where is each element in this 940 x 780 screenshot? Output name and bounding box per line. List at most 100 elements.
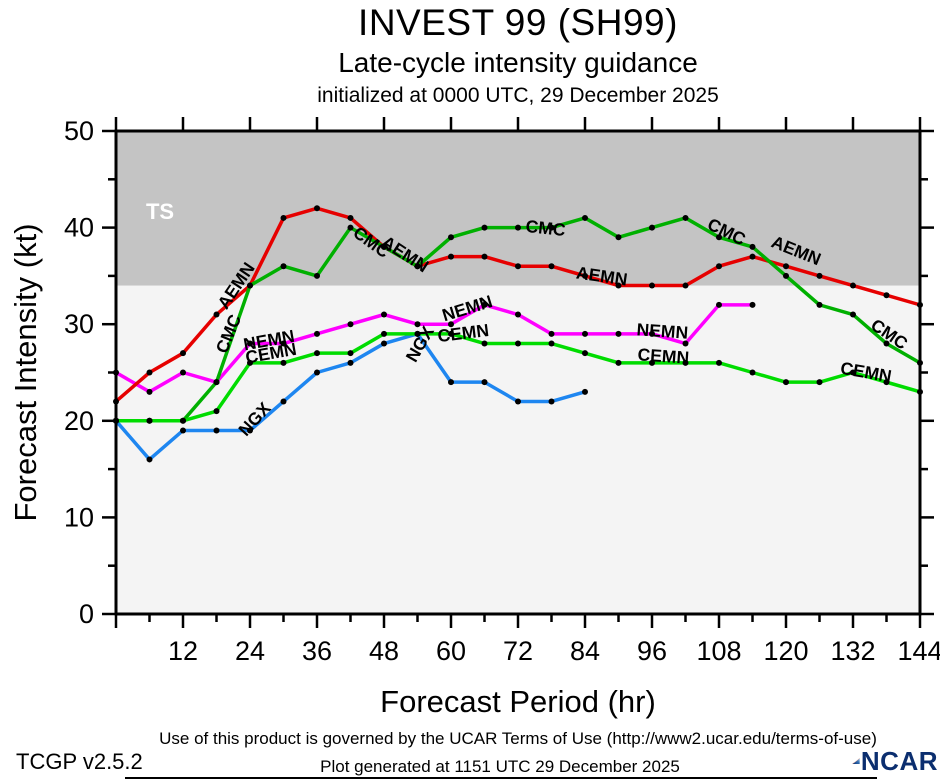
terms-of-use-text: Use of this product is governed by the U… <box>159 729 877 748</box>
data-point <box>381 243 387 250</box>
data-point <box>314 272 320 279</box>
data-point <box>481 301 488 308</box>
line-label-CEMN: CEMN <box>637 344 690 368</box>
y-axis-title: Forecast Intensity (kt) <box>8 223 43 521</box>
data-point <box>783 272 789 279</box>
data-point <box>649 330 655 337</box>
data-point <box>448 321 454 328</box>
data-point <box>381 311 387 318</box>
tick-labels: 12 24 36 48 60 72 84 96 108 120 132 144 0 10 20 30 40 50 <box>64 116 940 666</box>
data-point <box>280 359 287 366</box>
data-point <box>448 234 454 241</box>
data-point <box>481 224 488 231</box>
page-title: INVEST 99 (SH99) <box>358 2 678 43</box>
axis-ticks <box>102 117 934 628</box>
data-point <box>883 292 890 299</box>
data-point <box>548 398 555 405</box>
data-point <box>280 340 287 347</box>
y-tick-label: 0 <box>79 599 94 629</box>
y-tick-label: 10 <box>64 502 94 532</box>
data-point <box>716 263 722 270</box>
x-tick-label: 72 <box>503 636 533 666</box>
data-point <box>381 330 387 337</box>
y-tick-label: 30 <box>64 309 94 339</box>
data-point <box>649 359 655 366</box>
data-point <box>582 388 588 395</box>
data-point <box>314 369 320 376</box>
ncar-swoosh-icon <box>852 758 860 764</box>
data-point <box>146 369 153 376</box>
data-point <box>582 350 588 357</box>
x-tick-label: 144 <box>897 636 940 666</box>
data-point <box>213 427 220 434</box>
data-point <box>716 301 722 308</box>
data-point <box>213 379 220 386</box>
x-tick-label: 36 <box>302 636 332 666</box>
data-point <box>280 398 287 405</box>
bottom-rule <box>125 777 877 779</box>
series-line-NEMN <box>114 303 755 394</box>
ncar-logo: NCAR <box>852 745 938 777</box>
data-point <box>716 234 722 241</box>
data-point <box>582 214 588 221</box>
data-point <box>347 214 354 221</box>
data-point <box>213 408 220 415</box>
data-point <box>883 340 890 347</box>
x-tick-label: 120 <box>763 636 808 666</box>
line-label-CMC: CMC <box>525 216 567 240</box>
init-time-line: initialized at 0000 UTC, 29 December 202… <box>317 84 719 107</box>
data-point <box>682 340 689 347</box>
data-point <box>180 427 186 434</box>
data-point <box>180 417 186 424</box>
data-point <box>247 359 253 366</box>
data-point <box>749 301 756 308</box>
data-point <box>850 369 856 376</box>
data-point <box>146 417 153 424</box>
data-point <box>247 282 253 289</box>
x-axis-title: Forecast Period (hr) <box>380 684 656 719</box>
data-point <box>314 205 320 212</box>
data-point <box>682 359 689 366</box>
data-point <box>615 359 622 366</box>
x-tick-label: 24 <box>235 636 265 666</box>
x-tick-label: 108 <box>696 636 741 666</box>
data-point <box>381 340 387 347</box>
data-point <box>414 263 421 270</box>
y-tick-label: 20 <box>64 406 94 436</box>
data-point <box>749 369 756 376</box>
data-point <box>314 330 320 337</box>
data-point <box>548 340 555 347</box>
data-point <box>347 321 354 328</box>
data-point <box>649 282 655 289</box>
data-point <box>481 340 488 347</box>
plot-generated-text: Plot generated at 1151 UTC 29 December 2… <box>320 757 680 776</box>
data-point <box>280 214 287 221</box>
data-point <box>347 359 354 366</box>
ts-region-label: TS <box>146 199 174 224</box>
x-tick-label: 132 <box>830 636 875 666</box>
data-point <box>146 388 153 395</box>
data-point <box>615 330 622 337</box>
data-point <box>850 282 856 289</box>
data-point <box>414 321 421 328</box>
data-point <box>682 214 689 221</box>
data-point <box>816 301 823 308</box>
data-point <box>816 272 823 279</box>
y-tick-label: 50 <box>64 116 94 146</box>
data-point <box>850 311 856 318</box>
ts-shaded-region <box>116 131 920 286</box>
data-point <box>180 369 186 376</box>
y-tick-label: 40 <box>64 213 94 243</box>
ncar-wordmark: NCAR <box>860 745 938 776</box>
data-point <box>247 340 253 347</box>
data-point <box>213 311 220 318</box>
data-point <box>548 330 555 337</box>
data-point <box>883 379 890 386</box>
data-point <box>448 379 454 386</box>
x-tick-label: 12 <box>168 636 198 666</box>
data-point <box>615 282 622 289</box>
data-point <box>515 340 521 347</box>
data-point <box>314 350 320 357</box>
data-point <box>448 253 454 260</box>
data-point <box>582 272 588 279</box>
